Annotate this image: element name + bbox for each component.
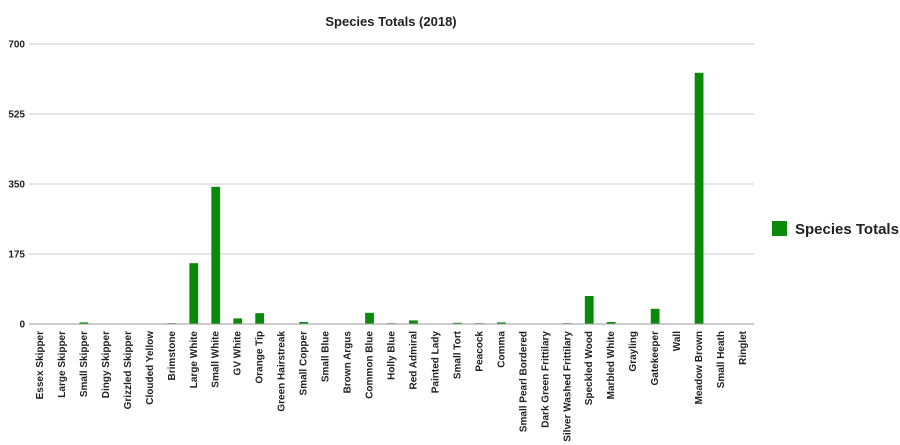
x-tick-label: Small Heath xyxy=(716,331,727,388)
x-tick-label: Small Pearl Bordered xyxy=(518,331,529,432)
legend: Species Totals xyxy=(772,221,899,238)
x-tick-label: Wall xyxy=(672,331,683,351)
bar xyxy=(409,320,418,324)
x-tick-label: Grayling xyxy=(628,331,639,372)
x-tick-label: Small White xyxy=(211,331,222,388)
x-tick-label: Clouded Yellow xyxy=(145,331,156,405)
x-tick-label: Brown Argus xyxy=(343,331,354,394)
bar xyxy=(496,322,506,324)
x-tick-label: Small Skipper xyxy=(79,331,90,397)
y-tick-label: 700 xyxy=(8,40,25,51)
legend-label: Species Totals xyxy=(795,221,899,238)
x-tick-label: Essex Skipper xyxy=(35,331,46,399)
bar xyxy=(606,322,616,324)
gridlines xyxy=(29,43,754,255)
legend-swatch xyxy=(772,221,787,236)
x-tick-label: Large Skipper xyxy=(57,331,68,398)
bar xyxy=(189,263,199,324)
chart-title: Species Totals (2018) xyxy=(325,14,456,29)
y-tick-label: 525 xyxy=(8,110,25,121)
x-tick-label: Small Copper xyxy=(299,331,310,396)
x-tick-label: Silver Washed Frittilary xyxy=(562,331,573,442)
x-tick-label: Large White xyxy=(189,331,200,389)
y-axis-ticks: 0 175 350 525 700 xyxy=(8,40,25,331)
x-axis-labels: Essex Skipper Large Skipper Small Skipper D… xyxy=(35,330,749,441)
bars xyxy=(79,72,704,325)
bar xyxy=(453,322,462,324)
x-tick-label: Common Blue xyxy=(365,331,376,399)
bar xyxy=(211,186,221,324)
x-tick-label: Dark Green Frittilary xyxy=(540,331,551,428)
x-tick-label: Marbled White xyxy=(606,331,617,400)
x-tick-label: Gatekeeper xyxy=(650,331,661,386)
x-tick-label: GV White xyxy=(233,331,244,376)
y-tick-label: 175 xyxy=(8,250,25,261)
x-tick-label: Red Admiral xyxy=(408,331,419,390)
y-tick-label: 0 xyxy=(19,320,25,331)
x-tick-label: Small Blue xyxy=(321,331,332,383)
bar xyxy=(233,318,243,324)
x-tick-label: Grizzled Skipper xyxy=(123,331,134,409)
x-tick-label: Ringlet xyxy=(738,330,749,365)
y-tick-label: 350 xyxy=(8,180,25,191)
x-tick-label: Brimstone xyxy=(167,331,178,381)
x-tick-label: Peacock xyxy=(474,331,485,372)
x-tick-label: Orange Tip xyxy=(255,331,266,384)
x-tick-label: Speckled Wood xyxy=(584,331,595,405)
bar xyxy=(79,322,89,324)
x-tick-label: Holly Blue xyxy=(387,331,398,380)
x-tick-label: Green Hairstreak xyxy=(277,331,288,412)
bar xyxy=(255,313,265,324)
x-tick-label: Painted Lady xyxy=(430,331,441,394)
x-tick-label: Comma xyxy=(496,331,507,368)
bar xyxy=(694,72,704,324)
bar xyxy=(299,322,309,324)
x-tick-label: Meadow Brown xyxy=(694,331,705,404)
x-tick-label: Dingy Skipper xyxy=(101,331,112,398)
bar xyxy=(650,308,660,324)
x-tick-label: Small Tort xyxy=(452,330,463,379)
bar xyxy=(365,312,374,324)
bar xyxy=(584,296,594,324)
